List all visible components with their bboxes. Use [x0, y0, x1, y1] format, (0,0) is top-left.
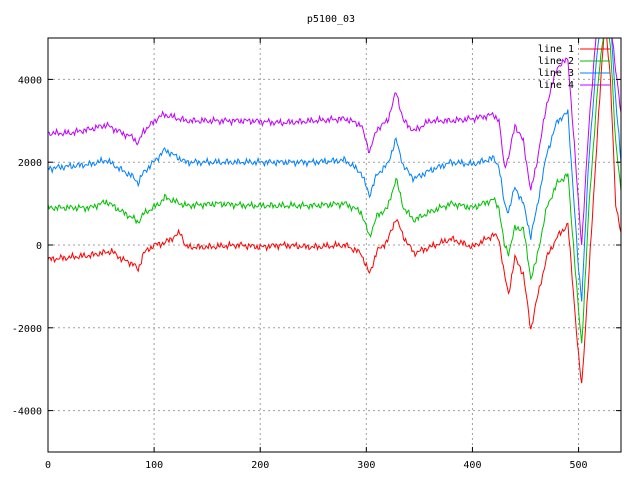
- legend-label: line 1: [538, 44, 574, 55]
- legend-label: line 4: [538, 80, 574, 91]
- chart-title: p5100_03: [307, 14, 355, 25]
- series-line-4: [48, 38, 621, 245]
- y-tick-label: -4000: [12, 407, 42, 418]
- y-tick-label: -2000: [12, 324, 42, 335]
- series-line-2: [48, 38, 621, 344]
- x-tick-label: 0: [45, 460, 51, 471]
- series-line-1: [48, 38, 621, 384]
- legend-label: line 3: [538, 68, 574, 79]
- series-line-3: [48, 38, 621, 302]
- y-axis: -4000 -2000 0 2000 4000: [12, 75, 621, 418]
- x-tick-label: 200: [251, 460, 269, 471]
- x-tick-label: 100: [145, 460, 163, 471]
- y-tick-label: 0: [36, 241, 42, 252]
- x-tick-label: 500: [570, 460, 588, 471]
- x-tick-label: 400: [463, 460, 481, 471]
- legend-label: line 2: [538, 56, 574, 67]
- x-axis: 0 100 200 300 400 500: [45, 38, 588, 471]
- plot-lines: [48, 38, 621, 384]
- y-tick-label: 2000: [18, 158, 42, 169]
- x-tick-label: 300: [357, 460, 375, 471]
- y-tick-label: 4000: [18, 75, 42, 86]
